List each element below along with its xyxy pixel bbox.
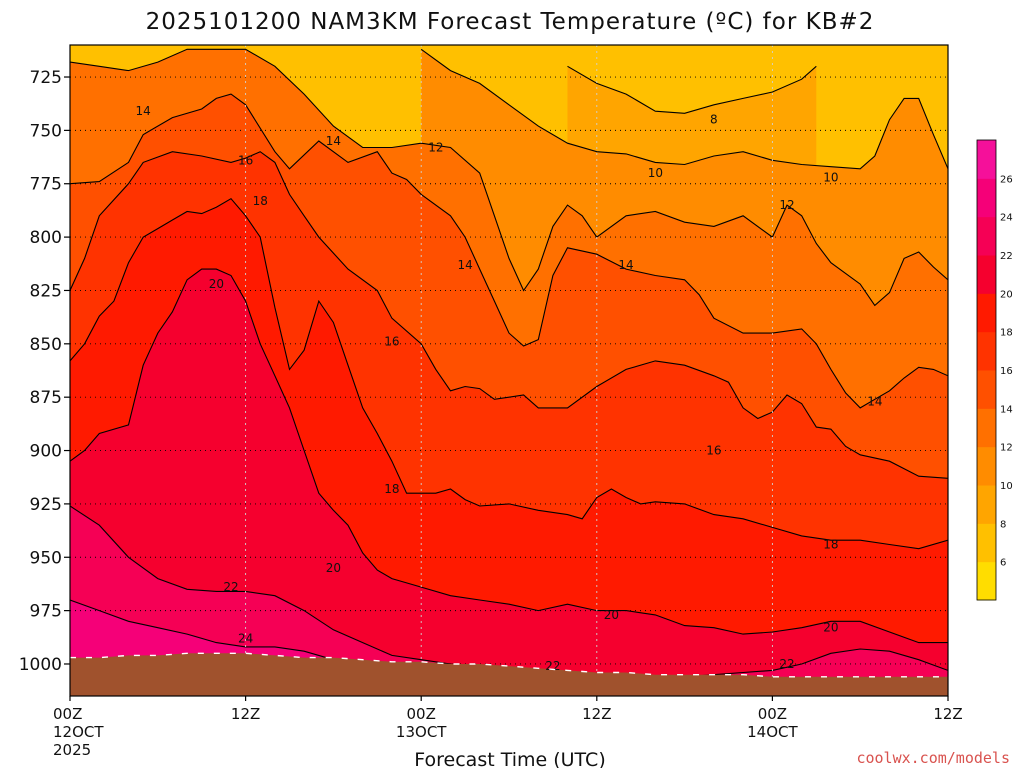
contour-label-12: 12 [779, 198, 794, 212]
colorbar-tick-24: 24 [1000, 213, 1013, 224]
y-tick-925: 925 [30, 495, 62, 515]
y-axis: 725 750 775 800 825 850 875 900 925 950 975 1000 [19, 68, 70, 675]
x-tick-24: 00Z [407, 705, 436, 723]
isotherm-12 [70, 48, 948, 307]
contour-label-20: 20 [823, 621, 838, 635]
colorbar-tick-16: 16 [1000, 366, 1013, 377]
y-tick-825: 825 [30, 281, 62, 301]
isotherm-14 [70, 93, 948, 409]
colorbar-tick-12: 12 [1000, 443, 1013, 454]
colorbar-swatch-26 [977, 140, 996, 179]
contour-label-24: 24 [238, 631, 253, 645]
x-tick-date-24: 13OCT [396, 723, 447, 741]
colorbar-swatch-12 [977, 408, 996, 448]
contour-label-16: 16 [238, 153, 253, 167]
y-tick-875: 875 [30, 388, 62, 408]
contour-labels: 8 10 10 12 12 14 14 14 14 14 16 16 16 18 18 18 20 20 20 20 2… [136, 104, 883, 673]
y-tick-975: 975 [30, 602, 62, 622]
x-tick-36: 12Z [582, 705, 611, 723]
temperature-bands [70, 49, 948, 696]
x-tick-date-48: 14OCT [747, 723, 798, 741]
colorbar-tick-6: 6 [1000, 558, 1006, 569]
y-tick-950: 950 [30, 548, 62, 568]
colorbar-swatch-22 [977, 216, 996, 256]
colorbar-tick-20: 20 [1000, 289, 1013, 300]
chart-title: 2025101200 NAM3KM Forecast Temperature (… [146, 9, 875, 35]
colorbar-swatch-10 [977, 446, 996, 486]
colorbar-swatch-20 [977, 255, 996, 294]
contour-label-14: 14 [867, 394, 882, 408]
contour-label-14: 14 [136, 104, 151, 118]
isotherm-8 [567, 65, 817, 114]
colorbar-tick-8: 8 [1000, 519, 1006, 530]
colorbar-swatch-14 [977, 370, 996, 409]
terrain-fill [70, 653, 948, 696]
x-tick-12: 12Z [231, 705, 260, 723]
colorbar-tick-18: 18 [1000, 328, 1013, 339]
colorbar-swatch-18 [977, 293, 996, 333]
band-above-20 [70, 269, 948, 696]
contour-label-22: 22 [779, 657, 794, 671]
colorbar-tick-14: 14 [1000, 404, 1013, 415]
y-tick-775: 775 [30, 175, 62, 195]
isotherm-20 [70, 268, 948, 644]
contour-label-14: 14 [326, 134, 341, 148]
x-tick-year-0: 2025 [53, 741, 91, 759]
contour-label-8: 8 [710, 113, 718, 127]
contour-label-12: 12 [428, 140, 443, 154]
colorbar-tick-26: 26 [1000, 174, 1013, 185]
isotherm-24 [70, 599, 363, 663]
y-tick-1000: 1000 [19, 655, 62, 675]
contour-label-14: 14 [618, 258, 633, 272]
x-tick-date-0: 12OCT [53, 723, 104, 741]
plot-frame [69, 44, 949, 697]
contour-label-22: 22 [223, 580, 238, 594]
y-tick-900: 900 [30, 442, 62, 462]
y-tick-750: 750 [30, 121, 62, 141]
contour-label-20: 20 [209, 277, 224, 291]
isotherm-16 [70, 151, 948, 479]
colorbar-swatch-4 [977, 561, 996, 601]
contour-label-14: 14 [457, 258, 472, 272]
contour-label-20: 20 [326, 561, 341, 575]
x-tick-48: 00Z [758, 705, 787, 723]
isotherm-18 [70, 197, 948, 550]
y-tick-725: 725 [30, 68, 62, 88]
colorbar-tick-10: 10 [1000, 481, 1013, 492]
colorbar-swatch-24 [977, 178, 996, 218]
contour-label-18: 18 [823, 537, 838, 551]
contour-label-22: 22 [545, 659, 560, 673]
colorbar-frame [976, 139, 997, 601]
colorbar-swatch-8 [977, 485, 996, 524]
x-tick-0: 00Z [53, 705, 82, 723]
colorbar: 6 8 10 12 14 16 18 20 22 24 26 [976, 139, 1013, 601]
contour-label-18: 18 [253, 194, 268, 208]
contour-label-10: 10 [823, 170, 838, 184]
grid-lines [70, 45, 948, 696]
y-tick-800: 800 [30, 228, 62, 248]
contour-label-20: 20 [604, 608, 619, 622]
y-tick-850: 850 [30, 335, 62, 355]
colorbar-swatch-16 [977, 331, 996, 371]
contour-label-18: 18 [384, 482, 399, 496]
contour-label-16: 16 [706, 444, 721, 458]
x-tick-60: 12Z [933, 705, 962, 723]
colorbar-swatch-6 [977, 523, 996, 563]
isotherm-10 [420, 48, 948, 170]
plot-area: 8 10 10 12 12 14 14 14 14 14 16 16 16 18 18 18 20 20 20 20 2… [70, 45, 948, 696]
x-axis-label: Forecast Time (UTC) [414, 749, 605, 768]
credit-text: coolwx.com/models [856, 749, 1010, 767]
colorbar-tick-22: 22 [1000, 251, 1013, 262]
contour-label-16: 16 [384, 335, 399, 349]
contour-label-10: 10 [648, 166, 663, 180]
terrain-edge [70, 652, 948, 678]
